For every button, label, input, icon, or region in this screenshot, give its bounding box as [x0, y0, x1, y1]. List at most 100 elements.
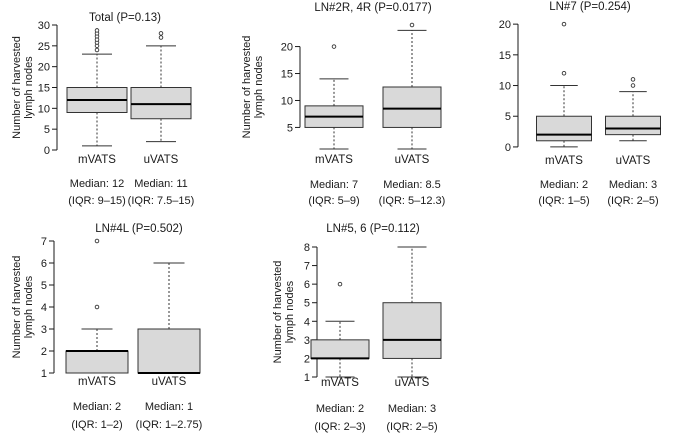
chart-panel-5: LN#5, 6 (P=0.112) 1 2 3 4 5 6 7 8 Number of harve…	[272, 223, 442, 433]
outlier-point	[158, 31, 164, 36]
outlier-point	[561, 71, 567, 76]
iqr-annotation: (IQR: 2–5)	[607, 195, 658, 207]
y-axis-label: Number of harvestedlymph nodes	[272, 261, 296, 364]
median-annotation: Median: 1	[145, 401, 193, 413]
median-annotation: Median: 3	[609, 179, 657, 191]
median-annotation: Median: 3	[388, 403, 436, 415]
category-label: mVATS	[321, 377, 359, 389]
y-tick-label: 4	[304, 316, 310, 328]
box-mvats	[65, 238, 129, 374]
chart-title: LN#5, 6 (P=0.112)	[326, 223, 420, 235]
outlier-point	[94, 28, 100, 33]
y-tick-label: 7	[41, 236, 47, 248]
y-tick-label: 1	[41, 368, 47, 380]
y-axis-label-line: Number of harvested	[11, 256, 23, 359]
iqr-annotation: (IQR: 5–9)	[308, 195, 359, 207]
y-tick-label: 15	[38, 83, 50, 95]
box-uvats	[137, 262, 201, 374]
outlier-point	[94, 304, 100, 310]
chart-panel-3: LN#7 (P=0.254) 0 5 10 15 20 mVATS Median: 2 (IQR…	[499, 1, 661, 207]
iqr-annotation: (IQR: 9–15)	[68, 195, 125, 207]
y-tick-label: 8	[304, 242, 310, 254]
y-tick-label: 5	[41, 280, 47, 292]
iqr-box	[536, 115, 592, 142]
iqr-annotation: (IQR: 2–3)	[314, 421, 365, 433]
y-tick-label: 15	[281, 69, 293, 81]
y-tick-label: 20	[38, 62, 50, 74]
box-uvats	[605, 77, 661, 142]
median-annotation: Median: 8.5	[383, 179, 440, 191]
outlier-point	[630, 83, 636, 88]
y-tick-label: 0	[44, 145, 50, 157]
y-axis-label-line: Number of harvested	[11, 36, 23, 139]
outlier-point	[94, 47, 100, 53]
iqr-box	[130, 87, 192, 120]
box-mvats	[536, 21, 592, 148]
y-tick-label: 4	[41, 302, 47, 314]
y-tick-label: 5	[287, 122, 293, 134]
y-tick-label: 0	[505, 142, 511, 154]
chart-panel-4: LN#4L (P=0.502) 1 2 3 4 5 6 7 Number of harveste…	[11, 223, 202, 431]
y-tick-label: 5	[505, 111, 511, 123]
chart-panel-2: LN#2R, 4R (P=0.0177) 5 10 15 20 Number of har…	[241, 2, 445, 207]
outlier-point	[337, 281, 343, 287]
iqr-annotation: (IQR: 1–2.75)	[136, 419, 203, 431]
iqr-box	[65, 350, 129, 374]
y-tick-label: 20	[281, 42, 293, 54]
y-tick-label: 2	[41, 346, 47, 358]
median-annotation: Median: 2	[540, 179, 588, 191]
y-tick-label: 3	[304, 335, 310, 347]
y-tick-label: 5	[304, 298, 310, 310]
median-annotation: Median: 2	[316, 403, 364, 415]
y-tick-label: 20	[499, 19, 511, 31]
y-tick-label: 10	[281, 95, 293, 107]
category-label: uVATS	[616, 155, 651, 167]
y-axis-label: Number of harvestedlymph nodes	[11, 36, 35, 139]
outlier-point	[561, 21, 567, 27]
y-axis-label-line: Number of harvested	[272, 261, 284, 364]
box-mvats	[304, 44, 364, 150]
outlier-point	[409, 22, 415, 28]
category-label: mVATS	[78, 376, 116, 388]
box-uvats	[130, 31, 192, 143]
iqr-box	[382, 302, 442, 359]
iqr-annotation: (IQR: 7.5–15)	[128, 195, 195, 207]
iqr-box	[310, 339, 370, 359]
box-uvats	[382, 246, 442, 378]
median-annotation: Median: 11	[134, 178, 188, 190]
median-annotation: Median: 12	[70, 178, 124, 190]
median-annotation: Median: 2	[73, 401, 121, 413]
category-label: uVATS	[395, 154, 430, 166]
y-tick-label: 6	[41, 258, 47, 270]
y-axis-label-line: lymph nodes	[23, 56, 35, 119]
y-axis-label: Number of harvestedlymph nodes	[241, 36, 265, 139]
y-tick-label: 2	[304, 353, 310, 365]
y-tick-label: 1	[304, 372, 310, 384]
box-mvats	[310, 281, 370, 378]
y-tick-label: 5	[44, 124, 50, 136]
category-label: mVATS	[315, 154, 353, 166]
iqr-annotation: (IQR: 2–5)	[386, 421, 437, 433]
iqr-box	[137, 328, 201, 374]
y-axis-label-line: lymph nodes	[23, 275, 35, 338]
y-axis-label-line: lymph nodes	[284, 280, 296, 343]
iqr-annotation: (IQR: 1–5)	[538, 195, 589, 207]
category-label: uVATS	[144, 154, 179, 166]
iqr-annotation: (IQR: 1–2)	[71, 419, 122, 431]
category-label: uVATS	[152, 376, 187, 388]
category-label: mVATS	[78, 154, 116, 166]
category-label: mVATS	[545, 155, 583, 167]
outlier-point	[158, 35, 164, 40]
iqr-annotation: (IQR: 5–12.3)	[379, 195, 446, 207]
y-tick-label: 6	[304, 279, 310, 291]
y-tick-label: 3	[41, 324, 47, 336]
outlier-point	[630, 77, 636, 82]
iqr-box	[605, 115, 661, 136]
y-tick-label: 15	[499, 50, 511, 62]
iqr-box	[382, 86, 442, 128]
outlier-point	[94, 238, 100, 244]
chart-title: LN#7 (P=0.254)	[549, 1, 631, 13]
y-axis-label-line: lymph nodes	[253, 55, 265, 118]
